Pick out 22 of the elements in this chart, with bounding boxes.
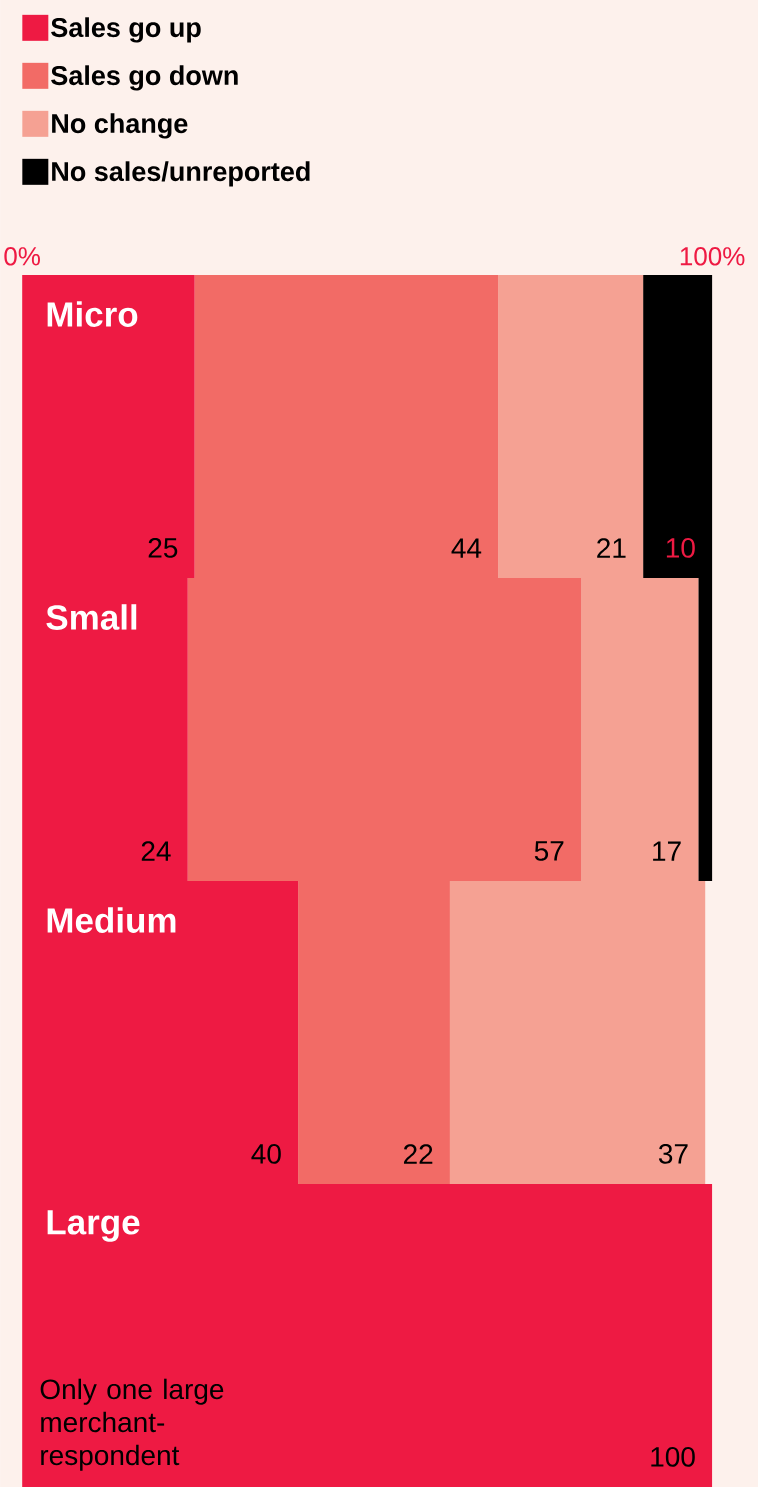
data-label: 21 xyxy=(597,538,626,558)
y-tick-label: Small xyxy=(46,604,137,630)
data-label: 25 xyxy=(148,537,178,558)
data-label: 24 xyxy=(141,841,171,861)
legend-label: No sales/unreported xyxy=(52,161,310,187)
data-label: 17 xyxy=(653,841,681,861)
data-label: 40 xyxy=(251,1143,281,1164)
data-label: 10 xyxy=(666,537,695,558)
y-tick-label: Medium xyxy=(47,907,176,933)
legend-label: Sales go up xyxy=(51,17,201,43)
data-label: 22 xyxy=(403,1144,433,1164)
legend-label: No change xyxy=(52,113,188,139)
data-label: 100 xyxy=(651,1446,695,1467)
y-tick-label: Large xyxy=(47,1210,140,1242)
y-tick-label: Micro xyxy=(47,301,138,327)
data-label: 37 xyxy=(658,1143,688,1164)
legend-label: Sales go down xyxy=(51,65,238,91)
data-label: 57 xyxy=(534,841,564,861)
annotation: Only one large merchant-respondent xyxy=(40,1378,224,1471)
x-tick-label: 100% xyxy=(680,247,745,266)
x-tick-label: 0% xyxy=(4,247,40,266)
data-label: 44 xyxy=(451,538,482,558)
